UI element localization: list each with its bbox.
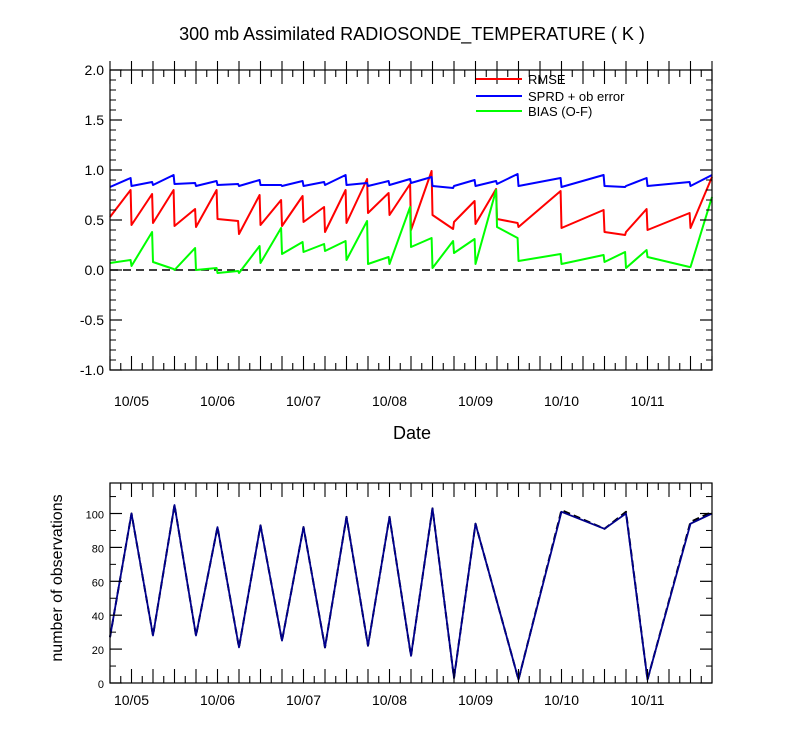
legend-label-bias: BIAS (O-F) xyxy=(528,104,592,119)
y-tick-label: 20 xyxy=(92,645,104,657)
x-tick-label: 10/05 xyxy=(114,393,149,409)
y-tick-label: 0 xyxy=(98,679,104,691)
x-tick-label: 10/06 xyxy=(200,393,235,409)
series-line-rmse xyxy=(109,170,713,236)
series-line-assimilated xyxy=(109,504,713,681)
y-tick-label: 1.0 xyxy=(85,162,105,178)
x-tick-label: 10/10 xyxy=(544,692,579,708)
y-tick-label: 60 xyxy=(92,577,104,589)
chart-title: 300 mb Assimilated RADIOSONDE_TEMPERATUR… xyxy=(179,24,645,45)
y-tick-label: 2.0 xyxy=(85,62,105,78)
top-series-lines xyxy=(109,170,713,274)
series-line-sprd-ob-error xyxy=(109,173,713,189)
bottom-axis-ticks xyxy=(109,483,713,684)
x-tick-label: 10/05 xyxy=(114,692,149,708)
y-axis-label: number of observations xyxy=(49,494,66,661)
x-tick-label: 10/07 xyxy=(286,393,321,409)
bottom-y-tick-labels: 100 80 60 40 20 0 xyxy=(86,510,104,691)
bottom-series-lines xyxy=(109,504,713,681)
y-tick-label: 80 xyxy=(92,543,104,555)
y-tick-label: -0.5 xyxy=(80,312,104,328)
x-tick-label: 10/11 xyxy=(631,692,665,708)
x-tick-label: 10/09 xyxy=(458,393,493,409)
y-tick-label: 100 xyxy=(86,510,104,522)
y-tick-label: 0.5 xyxy=(85,212,105,228)
bottom-x-tick-labels: 10/05 10/06 10/07 10/08 10/09 10/10 10/11 xyxy=(114,692,665,708)
x-tick-label: 10/06 xyxy=(200,692,235,708)
top-axis-ticks xyxy=(109,61,713,371)
series-line-bias-o-f xyxy=(109,189,713,274)
top-y-tick-labels: 2.0 1.5 1.0 0.5 0.0 -0.5 -1.0 xyxy=(80,62,104,378)
top-x-tick-labels: 10/05 10/06 10/07 10/08 10/09 10/10 10/11 xyxy=(114,393,665,409)
y-tick-label: 1.5 xyxy=(85,112,105,128)
x-axis-label: Date xyxy=(393,423,431,443)
legend: RMSE SPRD + ob error BIAS (O-F) xyxy=(476,72,625,119)
x-tick-label: 10/08 xyxy=(372,692,407,708)
x-tick-label: 10/09 xyxy=(458,692,493,708)
y-tick-label: -1.0 xyxy=(80,362,104,378)
x-tick-label: 10/08 xyxy=(372,393,407,409)
y-tick-label: 0.0 xyxy=(85,262,105,278)
legend-label-rmse: RMSE xyxy=(528,72,566,87)
x-tick-label: 10/11 xyxy=(631,393,665,409)
legend-label-sprd: SPRD + ob error xyxy=(528,89,625,104)
x-tick-label: 10/10 xyxy=(544,393,579,409)
y-tick-label: 40 xyxy=(92,611,104,623)
x-tick-label: 10/07 xyxy=(286,692,321,708)
